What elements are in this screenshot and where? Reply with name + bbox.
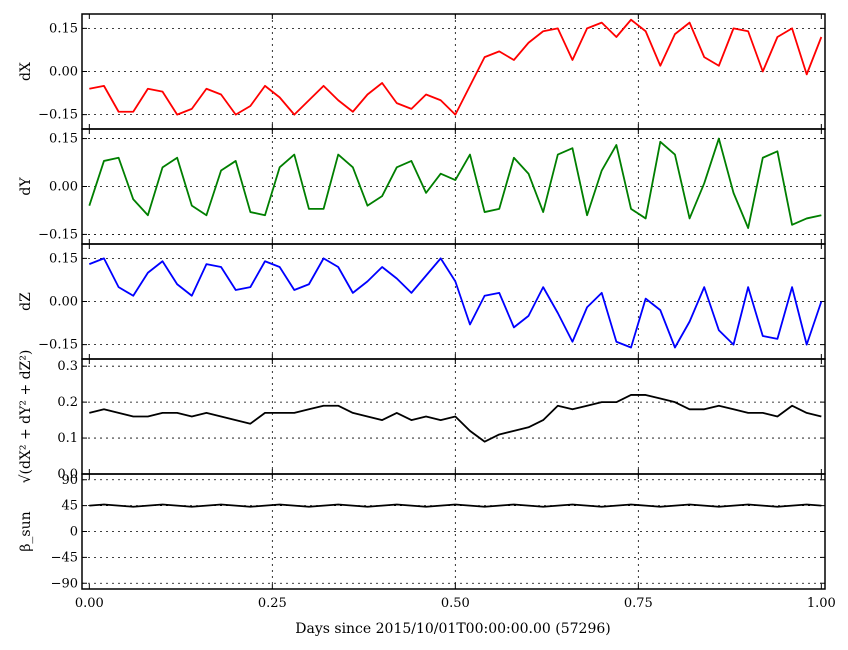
panel-dz: 0.15 0.00 −0.15 dZ (18, 243, 826, 360)
ytick-label-dy-2: −0.15 (38, 227, 78, 242)
ytick-label-norm-1: 0.2 (57, 395, 78, 410)
ytick-label-dz-1: 0.00 (49, 295, 78, 310)
x-axis-label: Days since 2015/10/01T00:00:00.00 (57296… (295, 621, 610, 637)
chart-panels: 0.150.00−0.15dX0.150.00−0.15dY0.150.00−0… (18, 13, 826, 591)
ytick-label-dz-0: 0.15 (49, 251, 78, 266)
series-line-norm (89, 394, 822, 443)
ytick-label-beta-4: −90 (51, 576, 78, 591)
ytick-label-beta-1: 45 (61, 499, 78, 514)
ytick-label-dx-0: 0.15 (49, 21, 78, 36)
ytick-label-dz-2: −0.15 (38, 338, 78, 353)
ytick-label-dy-0: 0.15 (49, 132, 78, 147)
series-line-dx (89, 18, 823, 116)
ytick-label-beta-3: −45 (51, 550, 78, 565)
ytick-label-dy-1: 0.00 (49, 180, 78, 195)
series-line-dz (88, 257, 823, 349)
series-line-dy (88, 137, 822, 229)
ylabel-dy: dY (18, 177, 34, 196)
ylabel-dx: dX (18, 62, 34, 81)
x-axis: 0.00 0.25 0.50 0.75 1.00 (75, 596, 836, 611)
panel-beta: 90 45 0 −45 −90 β_sun (18, 473, 826, 591)
series-line-beta (89, 503, 822, 508)
ylabel-beta: β_sun (18, 511, 34, 551)
ylabel-norm: √(dX² + dY² + dZ²) (18, 350, 34, 484)
ytick-label-beta-2: 0 (70, 525, 78, 540)
xtick-label-0: 0.00 (75, 596, 104, 611)
panel-dy: 0.15 0.00 −0.15 dY (18, 128, 826, 245)
ytick-label-norm-2: 0.1 (57, 431, 78, 446)
xtick-label-2: 0.50 (441, 596, 470, 611)
xtick-label-1: 0.25 (258, 596, 287, 611)
panel-dx: 0.15 0.00 −0.15 dX (18, 13, 826, 130)
xtick-label-3: 0.75 (624, 596, 653, 611)
ylabel-dz: dZ (18, 292, 34, 311)
frame-beta (81, 473, 826, 590)
panel-norm: 0.3 0.2 0.1 0.0 √(dX² + dY² + dZ²) (18, 350, 826, 484)
ytick-label-beta-0: 90 (61, 473, 78, 488)
ytick-label-dx-2: −0.15 (38, 108, 78, 123)
ytick-label-dx-1: 0.00 (49, 65, 78, 80)
ytick-label-norm-0: 0.3 (57, 359, 78, 374)
ytick-label-norm-3: 0.0 (57, 467, 78, 482)
xtick-label-4: 1.00 (807, 596, 836, 611)
